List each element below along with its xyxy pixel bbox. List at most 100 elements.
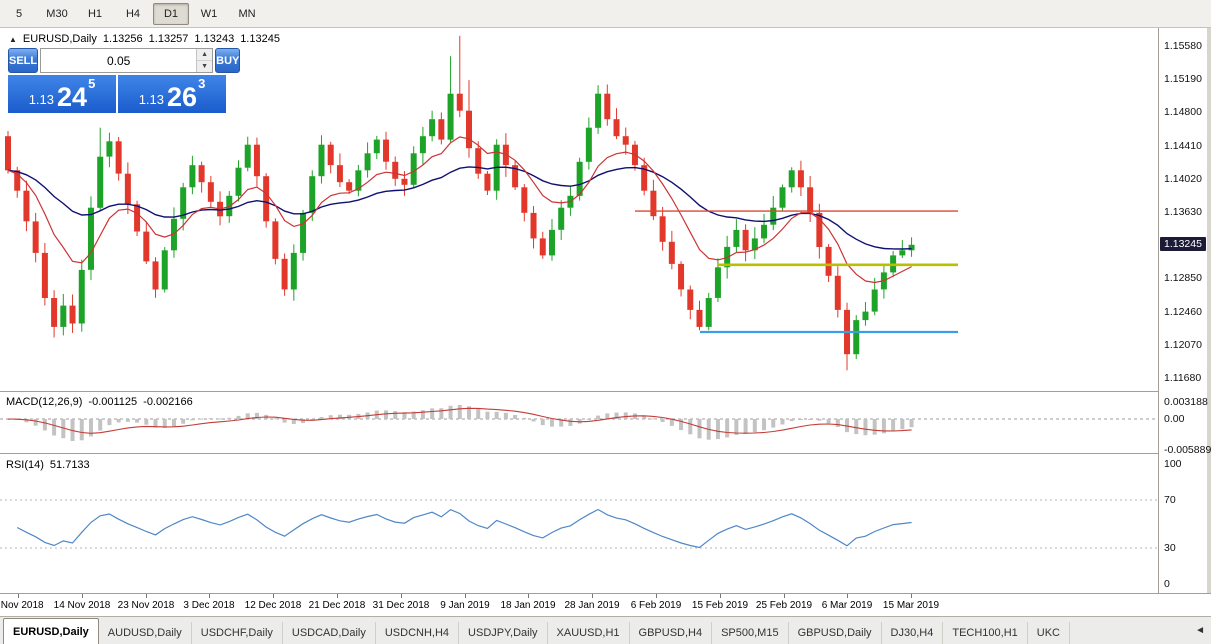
volume-box: ▲ ▼: [40, 48, 214, 73]
macd-histogram-bar: [125, 419, 130, 422]
macd-histogram-bar: [337, 414, 342, 419]
date-label: 31 Dec 2018: [372, 600, 430, 611]
macd-histogram-bar: [835, 419, 840, 427]
macd-histogram-bar: [411, 411, 416, 419]
rsi-axis-label: 30: [1164, 542, 1176, 554]
date-label: 23 Nov 2018: [117, 600, 175, 611]
buy-price-prefix: 1.13: [138, 92, 165, 107]
macd-histogram-bar: [531, 419, 536, 422]
timeframe-button-5[interactable]: 5: [15, 7, 23, 20]
chart-tabs: ◄ EURUSD,Daily AUDUSD,Daily USDCHF,Daily US…: [0, 616, 1211, 644]
volume-spin-up-icon[interactable]: ▲: [197, 49, 213, 61]
macd-histogram-bar: [780, 419, 785, 425]
rsi-axis-label: 100: [1164, 458, 1182, 470]
macd-histogram-bar: [540, 419, 545, 426]
chart-tab-ukc[interactable]: UKC: [1028, 622, 1070, 644]
macd-histogram-bar: [319, 417, 324, 419]
macd-histogram-bar: [605, 413, 610, 419]
macd-histogram-bar: [854, 419, 859, 435]
macd-histogram-bar: [623, 412, 628, 419]
rsi-indicator-canvas[interactable]: [0, 454, 1158, 592]
macd-histogram-bar: [494, 411, 499, 419]
chart-tab-dj30-h4[interactable]: DJ30,H4: [882, 622, 944, 644]
macd-histogram-bar: [116, 419, 121, 423]
macd-histogram-bar: [291, 419, 296, 424]
date-tick: [465, 594, 466, 598]
chart-tab-usdcad-daily[interactable]: USDCAD,Daily: [283, 622, 376, 644]
price-axis-main[interactable]: 1.15580 1.15190 1.14800 1.14410 1.14020 1.136…: [1160, 28, 1208, 391]
macd-histogram-bar: [420, 410, 425, 419]
chart-tab-usdjpy-daily[interactable]: USDJPY,Daily: [459, 622, 548, 644]
chart-tab-usdchf-daily[interactable]: USDCHF,Daily: [192, 622, 283, 644]
macd-histogram-bar: [697, 419, 702, 439]
date-axis[interactable]: 5 Nov 2018 14 Nov 2018 23 Nov 2018 3 Dec 20…: [0, 593, 1211, 616]
macd-histogram-bar: [863, 419, 868, 436]
sell-price-pane[interactable]: 1.13 24 5: [8, 75, 116, 113]
macd-histogram-bar: [771, 419, 776, 428]
price-chart-canvas[interactable]: [0, 28, 1158, 391]
volume-spinner: ▲ ▼: [196, 49, 213, 72]
rsi-axis-label: 70: [1164, 494, 1176, 506]
buy-button[interactable]: BUY: [215, 48, 241, 73]
sell-price-big: 24: [57, 82, 88, 112]
chart-tab-tech100-h1[interactable]: TECH100,H1: [943, 622, 1028, 644]
date-tick: [18, 594, 19, 598]
macd-histogram-bar: [679, 419, 684, 431]
price-axis-rsi[interactable]: 100 70 30 0: [1160, 454, 1208, 592]
panel-separator[interactable]: [0, 453, 1158, 454]
macd-histogram-bar: [33, 419, 38, 426]
price-axis-label: 1.13630: [1164, 206, 1202, 218]
macd-histogram-bar: [752, 419, 757, 433]
chart-tab-xauusd-h1[interactable]: XAUUSD,H1: [548, 622, 630, 644]
macd-axis-label: 0.003188: [1164, 396, 1208, 409]
macd-histogram-bar: [328, 415, 333, 419]
timeframe-button-h1[interactable]: H1: [87, 7, 103, 20]
date-tick: [847, 594, 848, 598]
macd-histogram-bar: [669, 419, 674, 426]
rsi-label-row: RSI(14) 51.7133: [6, 459, 90, 471]
macd-value-signal: -0.002166: [143, 396, 193, 408]
date-label: 5 Nov 2018: [0, 600, 44, 611]
macd-histogram-bar: [181, 419, 186, 424]
timeframe-bar: 5 M30 H1 H4 D1 W1 MN: [0, 0, 1211, 28]
date-label: 9 Jan 2019: [440, 600, 490, 611]
macd-histogram-bar: [909, 419, 914, 428]
chart-tab-gbpusd-daily[interactable]: GBPUSD,Daily: [789, 622, 882, 644]
date-tick: [720, 594, 721, 598]
chart-tab-eurusd-daily[interactable]: EURUSD,Daily: [3, 618, 99, 644]
chart-tab-sp500-m15[interactable]: SP500,M15: [712, 622, 789, 644]
macd-histogram-bar: [559, 419, 564, 427]
macd-value-main: -0.001125: [88, 396, 138, 408]
volume-input[interactable]: [41, 49, 197, 72]
tab-scroll-left-icon[interactable]: ◄: [1190, 617, 1210, 644]
timeframe-button-w1[interactable]: W1: [200, 7, 218, 20]
macd-histogram-bar: [789, 419, 794, 422]
sell-price-prefix: 1.13: [28, 92, 55, 107]
timeframe-button-m30[interactable]: M30: [46, 7, 68, 20]
timeframe-button-h4[interactable]: H4: [125, 7, 141, 20]
buy-price-pane[interactable]: 1.13 26 3: [118, 75, 226, 113]
price-axis-macd[interactable]: 0.003188 0.00 -0.005889: [1160, 392, 1211, 456]
sell-button[interactable]: SELL: [8, 48, 39, 73]
macd-histogram-bar: [301, 419, 306, 424]
date-label: 6 Mar 2019: [821, 600, 873, 611]
macd-histogram-bar: [273, 418, 278, 420]
timeframe-button-mn[interactable]: MN: [238, 7, 256, 20]
macd-histogram-bar: [891, 419, 896, 432]
macd-histogram-bar: [614, 412, 619, 419]
timeframe-button-d1[interactable]: D1: [153, 2, 189, 25]
date-tick: [273, 594, 274, 598]
chart-symbol-title: EURUSD,Daily: [22, 33, 97, 45]
price-axis-label: 1.14020: [1164, 172, 1202, 185]
macd-axis-label: 0.00: [1164, 413, 1185, 425]
macd-indicator-canvas[interactable]: [0, 391, 1158, 454]
macd-histogram-bar: [642, 415, 647, 419]
volume-spin-down-icon[interactable]: ▼: [197, 61, 213, 72]
one-click-toggle-icon[interactable]: ▲: [9, 34, 17, 44]
chart-tab-gbpusd-h4[interactable]: GBPUSD,H4: [630, 622, 713, 644]
price-axis-label: 1.14410: [1164, 139, 1202, 152]
chart-tab-usdcnh-h4[interactable]: USDCNH,H4: [376, 622, 460, 644]
macd-histogram-bar: [52, 419, 57, 436]
chart-tab-audusd-daily[interactable]: AUDUSD,Daily: [99, 622, 192, 644]
